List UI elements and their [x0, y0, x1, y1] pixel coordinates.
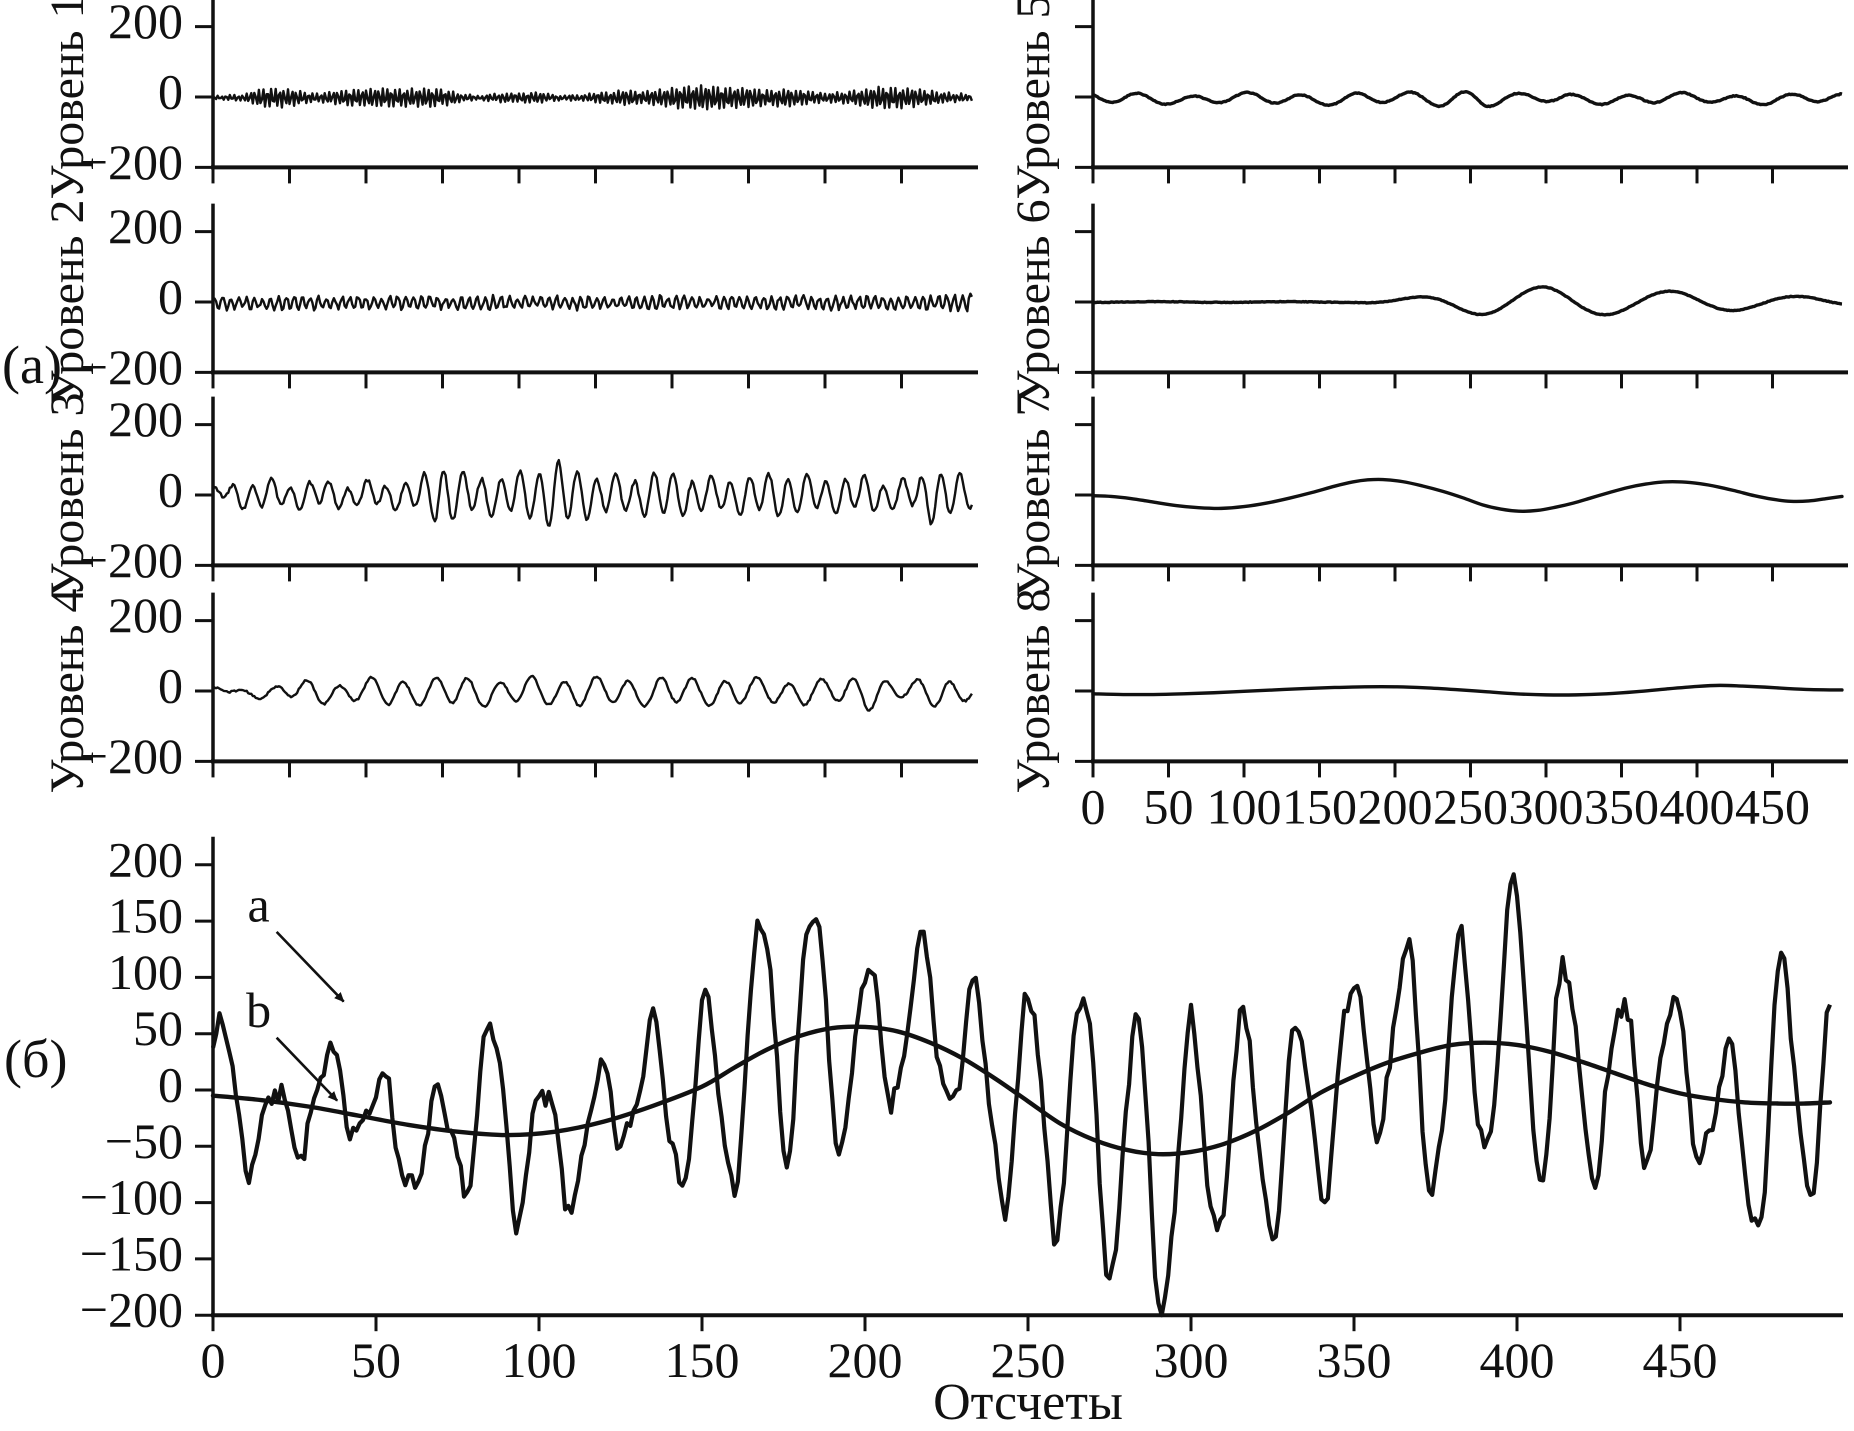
y-tick-label: 200: [108, 391, 183, 447]
x-tick-label: 450: [1735, 778, 1810, 834]
subplot-level-7: Уровень 7: [1007, 392, 1848, 598]
x-tick-label: 350: [1584, 778, 1659, 834]
y-tick-label: 0: [158, 1056, 183, 1112]
panel-b-label: (б): [4, 1029, 68, 1089]
y-tick-label: 200: [108, 831, 183, 887]
series-b: [210, 1024, 1833, 1157]
series-detail-1: [212, 84, 974, 111]
y-tick-label: −200: [80, 728, 183, 784]
subplot-level-6: Уровень 6: [1007, 199, 1848, 405]
y-tick-label: −200: [80, 339, 183, 395]
y-tick-label: 0: [158, 657, 183, 713]
y-axis-title: Уровень 1: [41, 0, 94, 200]
y-tick-label: −150: [80, 1225, 183, 1281]
x-tick-label: 50: [351, 1332, 401, 1388]
x-tick-label: 100: [1207, 778, 1282, 834]
series-detail-4: [212, 674, 973, 712]
annotation-label-b: b: [246, 982, 271, 1038]
y-tick-label: 100: [108, 944, 183, 1000]
series-approximation-7: [1091, 477, 1844, 513]
y-tick-label: 150: [108, 888, 183, 944]
y-tick-label: −100: [80, 1169, 183, 1225]
y-axis-title: Уровень 7: [1007, 392, 1060, 597]
y-tick-label: −200: [80, 532, 183, 588]
x-axis-title: Отсчеты: [933, 1374, 1123, 1431]
y-tick-label: 0: [158, 268, 183, 324]
y-axis-title: Уровень 8: [1007, 588, 1060, 793]
y-tick-label: −200: [80, 134, 183, 190]
series-detail-5: [1092, 89, 1843, 109]
x-tick-label: 350: [1317, 1332, 1392, 1388]
annotation-arrow-b: [275, 1036, 339, 1102]
series-detail-6: [1092, 285, 1843, 317]
x-tick-label: 100: [502, 1332, 577, 1388]
y-axis-title: Уровень 5: [1007, 0, 1060, 200]
x-tick-label: 400: [1660, 778, 1735, 834]
x-tick-label: 200: [828, 1332, 903, 1388]
x-tick-label: 0: [201, 1332, 226, 1388]
x-tick-label: 150: [1282, 778, 1357, 834]
y-tick-label: 200: [108, 0, 183, 49]
x-tick-label: 450: [1643, 1332, 1718, 1388]
x-tick-label: 150: [665, 1332, 740, 1388]
y-axis-title: Уровень 4: [41, 588, 94, 793]
series-approximation-8: [1091, 683, 1844, 697]
y-tick-label: −50: [105, 1113, 183, 1169]
annotation-label-a: a: [248, 876, 270, 932]
x-tick-label: 300: [1509, 778, 1584, 834]
y-tick-label: 0: [158, 461, 183, 517]
panel-a-label: (а): [2, 335, 62, 395]
series-detail-2: [211, 292, 973, 313]
subplot-level-8: 0 50 100 150 200 250 300 350 400 450 Уровень 8: [1007, 588, 1848, 834]
y-tick-label: 50: [133, 1000, 183, 1056]
x-tick-label: 0: [1081, 778, 1106, 834]
y-tick-label: 200: [108, 198, 183, 254]
y-tick-label: 200: [108, 587, 183, 643]
y-axis-title: Уровень 3: [41, 392, 94, 597]
x-tick-label: 300: [1154, 1332, 1229, 1388]
y-axis-title: Уровень 6: [1007, 199, 1060, 404]
x-tick-label: 250: [1433, 778, 1508, 834]
series-detail-3: [212, 458, 974, 527]
annotation-arrow-a: [275, 930, 345, 1003]
y-tick-label: 0: [158, 63, 183, 119]
x-tick-label: 250: [991, 1332, 1066, 1388]
x-tick-label: 200: [1358, 778, 1433, 834]
x-tick-label: 50: [1144, 778, 1194, 834]
series-a: [210, 872, 1832, 1318]
subplot-level-5: Уровень 5: [1007, 0, 1848, 200]
y-tick-label: −200: [80, 1282, 183, 1338]
x-tick-label: 400: [1480, 1332, 1555, 1388]
y-axis-title: Уровень 2: [41, 199, 94, 404]
